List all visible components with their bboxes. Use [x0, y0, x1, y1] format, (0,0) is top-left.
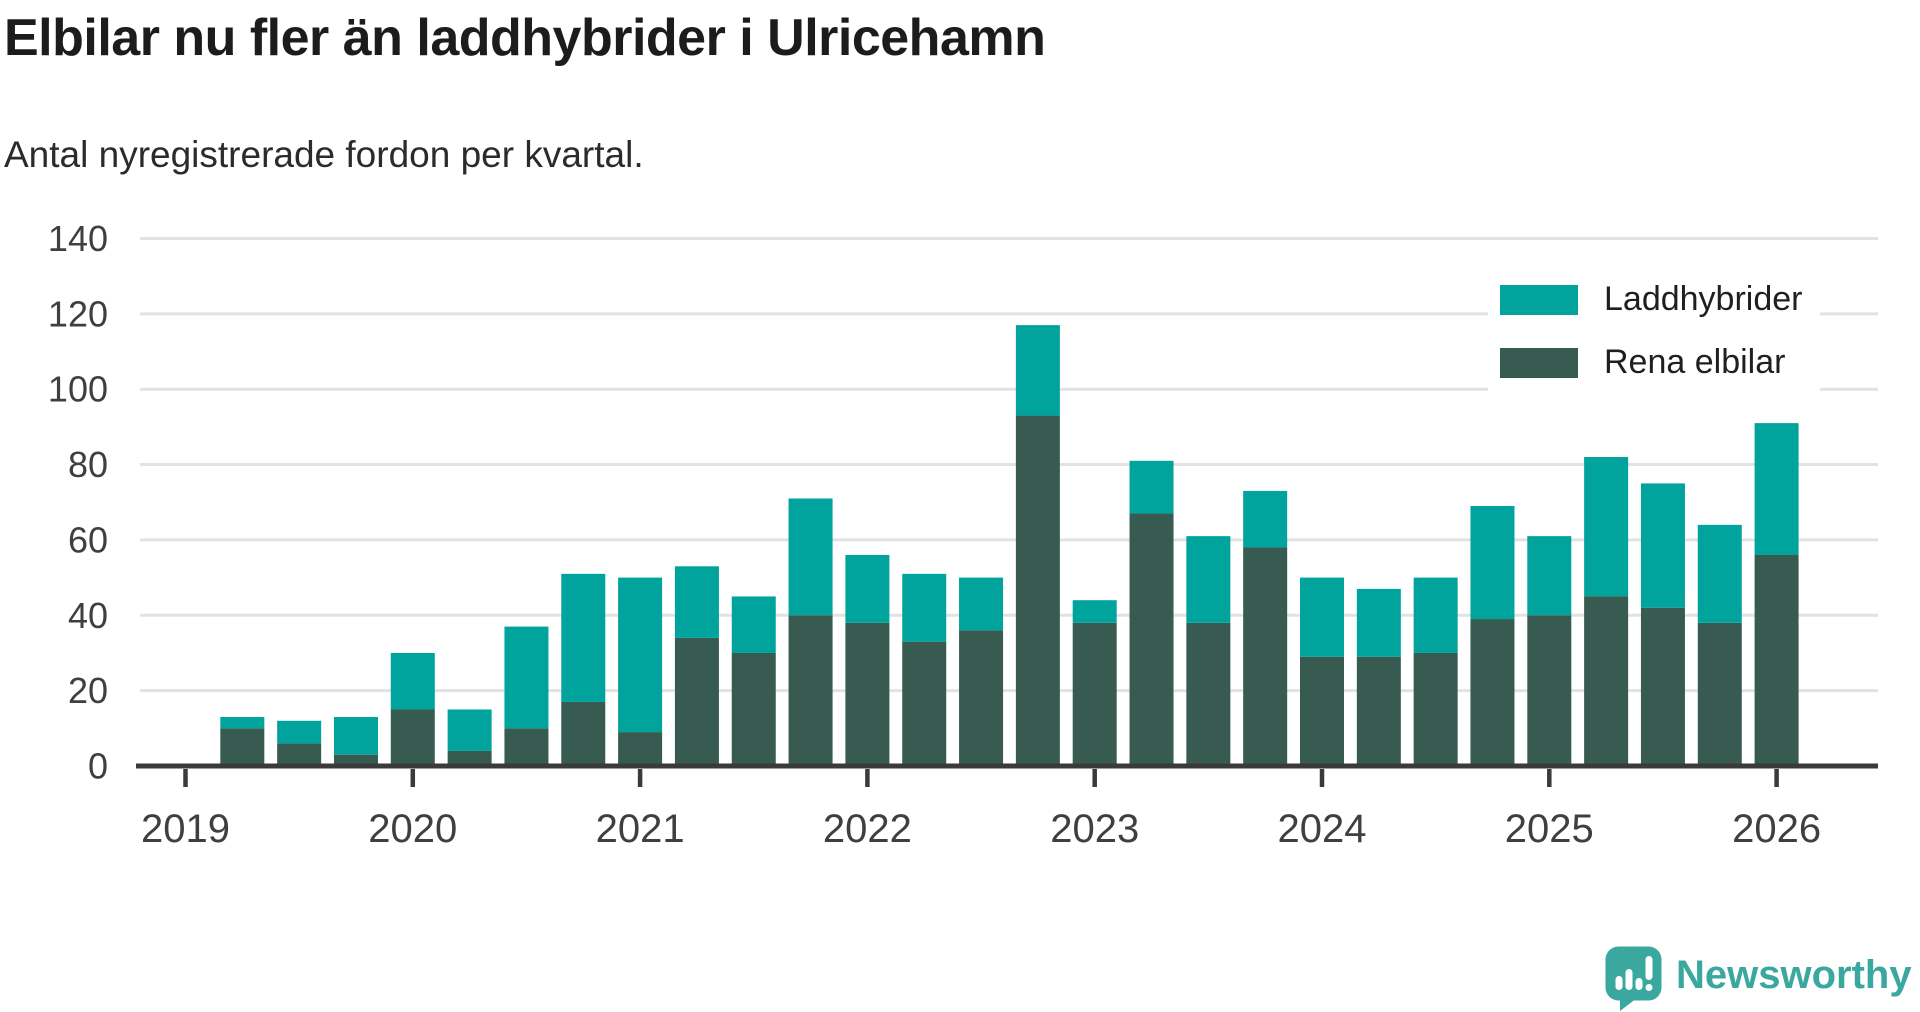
bar-rena-elbilar-2023-Q2: [1129, 513, 1174, 766]
x-tick-label-2025: 2025: [1505, 807, 1594, 851]
bar-laddhybrider-2022-Q2: [902, 573, 947, 642]
bar-laddhybrider-2020-Q3: [504, 626, 549, 729]
legend-item-rena-elbilar: Rena elbilar: [1500, 343, 1802, 382]
chart-title: Elbilar nu fler än laddhybrider i Ulrice…: [4, 9, 1046, 67]
x-tick-label-2019: 2019: [141, 807, 230, 851]
bar-laddhybrider-2021-Q2: [674, 566, 719, 638]
bar-rena-elbilar-2021-Q3: [731, 652, 776, 766]
bar-laddhybrider-2020-Q4: [561, 573, 606, 702]
bar-laddhybrider-2023-Q1: [1072, 600, 1117, 623]
bar-laddhybrider-2025-Q2: [1584, 457, 1629, 597]
bar-rena-elbilar-2021-Q4: [788, 615, 833, 766]
bar-rena-elbilar-2024-Q4: [1470, 619, 1515, 766]
legend-item-laddhybrider: Laddhybrider: [1500, 280, 1802, 319]
bar-rena-elbilar-2022-Q1: [845, 622, 890, 766]
x-tick-label-2024: 2024: [1278, 807, 1367, 851]
legend-label-rena-elbilar: Rena elbilar: [1604, 343, 1786, 381]
newsworthy-speech-bubble-bar-chart-icon: [1605, 946, 1662, 1011]
bar-rena-elbilar-2021-Q2: [674, 637, 719, 766]
bar-laddhybrider-2025-Q1: [1527, 536, 1572, 616]
x-tick-label-2020: 2020: [368, 807, 457, 851]
bar-rena-elbilar-2023-Q4: [1243, 547, 1288, 766]
bar-rena-elbilar-2023-Q1: [1072, 622, 1117, 766]
bar-laddhybrider-2022-Q4: [1015, 325, 1060, 416]
y-tick-label-120: 120: [48, 293, 108, 334]
brand-name: Newsworthy: [1676, 953, 1912, 997]
bar-laddhybrider-2019-Q2: [220, 717, 265, 729]
bar-rena-elbilar-2019-Q2: [220, 728, 265, 766]
bar-rena-elbilar-2025-Q4: [1697, 622, 1742, 766]
bar-laddhybrider-2023-Q3: [1186, 536, 1231, 623]
bar-laddhybrider-2019-Q3: [277, 720, 322, 744]
bar-laddhybrider-2021-Q3: [731, 596, 776, 653]
legend: Laddhybrider Rena elbilar: [1488, 268, 1821, 396]
bar-rena-elbilar-2024-Q1: [1300, 656, 1344, 766]
bar-rena-elbilar-2024-Q2: [1356, 656, 1401, 766]
bar-laddhybrider-2025-Q3: [1640, 483, 1685, 608]
bar-rena-elbilar-2020-Q2: [447, 750, 492, 766]
bar-rena-elbilar-2020-Q3: [504, 728, 549, 766]
y-tick-label-40: 40: [68, 595, 108, 636]
legend-swatch-rena-elbilar: [1500, 347, 1578, 378]
bar-laddhybrider-2022-Q1: [845, 554, 890, 623]
y-tick-label-20: 20: [68, 670, 108, 711]
bar-rena-elbilar-2022-Q3: [959, 630, 1004, 766]
x-tick-label-2023: 2023: [1050, 807, 1139, 851]
bar-rena-elbilar-2022-Q2: [902, 641, 947, 766]
y-tick-label-100: 100: [48, 369, 108, 410]
bar-laddhybrider-2021-Q4: [788, 498, 833, 616]
bar-rena-elbilar-2019-Q3: [277, 743, 322, 766]
bar-rena-elbilar-2026-Q1: [1754, 554, 1799, 766]
bar-rena-elbilar-2024-Q3: [1413, 652, 1458, 766]
bar-laddhybrider-2020-Q2: [447, 709, 492, 751]
bar-laddhybrider-2025-Q4: [1697, 524, 1742, 623]
x-tick-label-2022: 2022: [823, 807, 912, 851]
bar-laddhybrider-2024-Q4: [1470, 506, 1515, 620]
newsworthy-branding: Newsworthy: [1605, 946, 1912, 1012]
bar-laddhybrider-2023-Q2: [1129, 460, 1174, 514]
bar-rena-elbilar-2023-Q3: [1186, 622, 1231, 766]
x-tick-label-2026: 2026: [1732, 807, 1821, 851]
bar-laddhybrider-2021-Q1: [618, 577, 663, 733]
y-tick-label-140: 140: [48, 218, 108, 259]
bar-laddhybrider-2024-Q3: [1413, 577, 1458, 653]
legend-label-laddhybrider: Laddhybrider: [1604, 280, 1803, 318]
legend-swatch-laddhybrider: [1500, 284, 1578, 315]
bar-laddhybrider-2019-Q4: [333, 717, 378, 755]
bar-rena-elbilar-2019-Q4: [333, 754, 378, 766]
y-tick-label-0: 0: [88, 746, 108, 787]
bar-laddhybrider-2020-Q1: [390, 652, 435, 710]
chart-subtitle: Antal nyregistrerade fordon per kvartal.: [4, 134, 644, 175]
bar-rena-elbilar-2020-Q1: [390, 709, 435, 766]
bar-laddhybrider-2023-Q4: [1243, 490, 1288, 548]
bar-rena-elbilar-2021-Q1: [618, 732, 663, 766]
bar-rena-elbilar-2025-Q2: [1584, 596, 1629, 766]
bar-laddhybrider-2022-Q3: [959, 577, 1004, 631]
bar-rena-elbilar-2025-Q1: [1527, 615, 1572, 766]
bar-rena-elbilar-2025-Q3: [1640, 607, 1685, 766]
bar-rena-elbilar-2020-Q4: [561, 701, 606, 766]
bar-laddhybrider-2024-Q1: [1300, 577, 1344, 657]
bar-rena-elbilar-2022-Q4: [1015, 415, 1060, 766]
y-tick-label-60: 60: [68, 519, 108, 560]
x-tick-label-2021: 2021: [596, 807, 685, 851]
bar-laddhybrider-2024-Q2: [1356, 588, 1401, 657]
bar-laddhybrider-2026-Q1: [1754, 423, 1799, 555]
y-tick-label-80: 80: [68, 444, 108, 485]
